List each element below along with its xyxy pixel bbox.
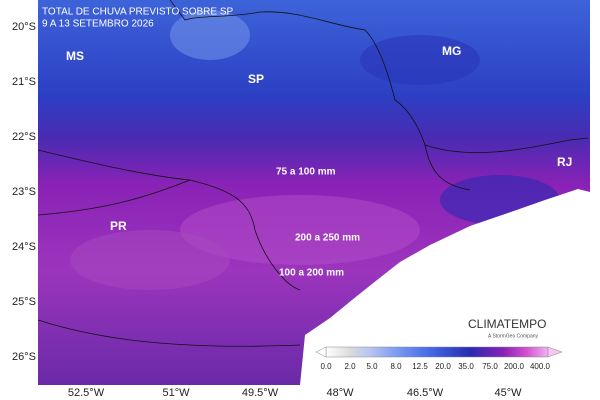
- colorbar-label: 5.0: [366, 362, 378, 371]
- lon-label: 46.5°W: [407, 387, 444, 399]
- state-label: SP: [248, 72, 264, 86]
- annotation: 200 a 250 mm: [295, 233, 360, 244]
- annotation: 75 a 100 mm: [276, 167, 336, 178]
- colorbar: [325, 346, 549, 358]
- annotation: 100 a 200 mm: [279, 268, 344, 279]
- lat-label: 23°S: [12, 186, 36, 198]
- colorbar-label: 400.0: [530, 362, 551, 371]
- borders: [37, 0, 589, 347]
- colorbar-label: 200.0: [504, 362, 525, 371]
- lat-label: 25°S: [12, 296, 36, 308]
- ocean: [300, 189, 590, 385]
- colorbar-label: 0.0: [320, 362, 332, 371]
- frame: TOTAL DE CHUVA PREVISTO SOBRE SP 9 A 13 …: [42, 7, 563, 358]
- lat-label: 21°S: [12, 76, 36, 88]
- colorbar-label: 8.0: [390, 362, 402, 371]
- state-label: PR: [110, 219, 127, 233]
- lon-label: 51°W: [162, 387, 190, 399]
- colorbar-label: 20.0: [435, 362, 451, 371]
- title: TOTAL DE CHUVA PREVISTO SOBRE SP: [42, 7, 233, 18]
- colorbar-end: [547, 346, 563, 358]
- lat-label: 22°S: [12, 131, 36, 143]
- lon-label: 48°W: [326, 387, 354, 399]
- colorbar-end: [315, 346, 327, 358]
- state-label: MG: [442, 44, 461, 58]
- logo: CLIMATEMPO: [468, 317, 546, 331]
- lat-label: 26°S: [12, 351, 36, 363]
- lat-label: 20°S: [12, 21, 36, 33]
- lon-label: 52.5°W: [68, 387, 105, 399]
- lat-label: 24°S: [12, 241, 36, 253]
- lon-label: 45°W: [494, 387, 522, 399]
- colorbar-label: 12.5: [412, 362, 428, 371]
- colorbar-label: 35.0: [458, 362, 474, 371]
- lon-label: 49.5°W: [242, 387, 279, 399]
- colorbar-label: 2.0: [344, 362, 356, 371]
- state-label: RJ: [557, 155, 572, 169]
- state-label: MS: [66, 49, 84, 63]
- logo-tagline: A StormGeo Company: [488, 333, 539, 339]
- colorbar-label: 75.0: [482, 362, 498, 371]
- subtitle: 9 A 13 SETEMBRO 2026: [42, 19, 154, 30]
